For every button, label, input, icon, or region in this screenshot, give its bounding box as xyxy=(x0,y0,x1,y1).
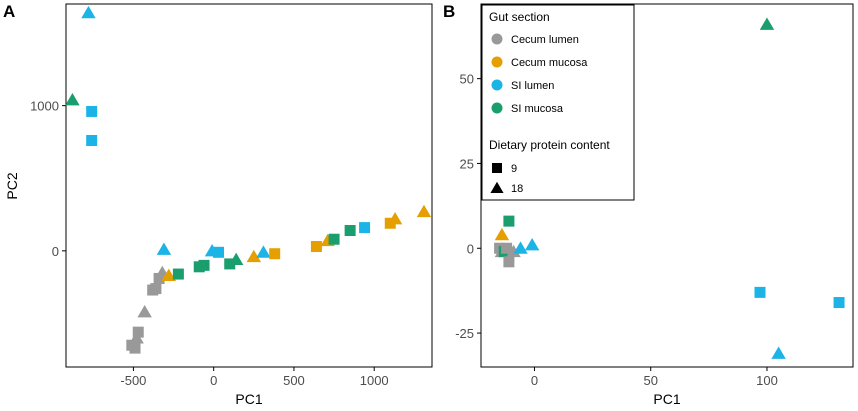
data-point xyxy=(198,259,210,271)
legend-color-title: Gut section xyxy=(489,10,550,24)
legend-shape-label: 9 xyxy=(511,163,517,175)
data-point xyxy=(503,256,515,268)
legend-color-swatch xyxy=(491,79,503,91)
data-point xyxy=(228,252,244,266)
panel-a-x-axis: -500 0 500 1000 xyxy=(120,367,389,388)
panel-b-x-tick-label: 100 xyxy=(756,373,778,388)
legend-shape-label: 18 xyxy=(511,183,523,195)
legend-shape-title: Dietary protein content xyxy=(489,138,610,152)
panel-a-points xyxy=(65,5,432,354)
legend-color-label: Cecum mucosa xyxy=(511,57,588,69)
data-point xyxy=(359,222,371,234)
data-point xyxy=(137,304,152,318)
panel-a-x-tick-label: -500 xyxy=(120,373,146,388)
legend-color-swatch xyxy=(491,56,503,68)
panel-a-y-tick-label: 1000 xyxy=(30,99,59,114)
legend-color-label: SI mucosa xyxy=(511,103,564,115)
data-point xyxy=(161,268,176,282)
panel-a-y-axis: 0 1000 xyxy=(30,99,66,259)
data-point xyxy=(328,233,340,245)
data-point xyxy=(833,297,845,309)
legend-shape-swatch xyxy=(490,181,504,193)
panel-b-points xyxy=(494,17,845,359)
panel-a: A -500 0 500 1000 0 1000 PC1 PC2 xyxy=(3,2,433,407)
data-point xyxy=(513,241,528,254)
data-point xyxy=(416,204,432,218)
panel-b-y-axis: -25 0 25 50 xyxy=(455,72,481,341)
data-point xyxy=(129,342,141,354)
panel-a-label: A xyxy=(3,2,15,21)
data-point xyxy=(344,225,356,237)
data-point xyxy=(65,92,80,106)
panel-b-x-tick-label: 0 xyxy=(531,373,538,388)
data-point xyxy=(86,134,98,146)
data-point xyxy=(156,242,172,255)
data-point xyxy=(246,249,262,263)
data-point xyxy=(771,346,786,359)
legend-color-swatch xyxy=(491,102,503,114)
panel-b: B 0 50 100 -25 0 25 50 PC1 Gut section Cecum … xyxy=(443,2,854,407)
panel-a-y-axis-title: PC2 xyxy=(4,172,20,199)
panel-a-x-tick-label: 1000 xyxy=(360,373,389,388)
legend-color-swatch xyxy=(491,33,503,45)
data-point xyxy=(256,245,271,258)
panel-a-x-tick-label: 0 xyxy=(210,373,217,388)
panel-b-x-tick-label: 50 xyxy=(643,373,657,388)
legend-shape-swatch xyxy=(492,163,502,173)
panel-b-x-axis-title: PC1 xyxy=(653,391,680,407)
data-point xyxy=(524,237,540,251)
panel-b-y-tick-label: -25 xyxy=(455,326,474,341)
panel-b-plot-frame xyxy=(480,3,854,368)
legend-color-label: SI lumen xyxy=(511,80,554,92)
panel-b-y-tick-label: 25 xyxy=(460,156,474,171)
data-point xyxy=(86,105,98,117)
panel-a-plot-frame xyxy=(65,3,433,368)
panel-b-label: B xyxy=(443,2,455,21)
data-point xyxy=(269,248,281,260)
data-point xyxy=(132,326,144,338)
data-point xyxy=(172,268,184,280)
panel-b-y-tick-label: 50 xyxy=(460,72,474,87)
data-point xyxy=(310,240,322,252)
data-point xyxy=(754,286,766,298)
panel-a-x-axis-title: PC1 xyxy=(235,391,262,407)
data-point xyxy=(213,246,224,258)
data-point xyxy=(494,227,510,241)
panel-b-x-axis: 0 50 100 xyxy=(531,367,778,388)
data-point xyxy=(150,283,162,295)
panel-a-x-tick-label: 500 xyxy=(283,373,305,388)
panel-a-y-tick-label: 0 xyxy=(52,244,59,259)
data-point xyxy=(759,17,775,30)
data-point xyxy=(81,5,96,19)
legend-box xyxy=(481,4,635,201)
data-point xyxy=(501,242,513,254)
panel-b-y-tick-label: 0 xyxy=(467,241,474,256)
data-point xyxy=(503,215,515,227)
data-point xyxy=(153,272,165,284)
legend-color-label: Cecum lumen xyxy=(511,34,579,46)
legend: Gut section Cecum lumen Cecum mucosa SI lu… xyxy=(481,4,635,201)
data-point xyxy=(387,212,403,225)
data-point xyxy=(506,244,521,258)
